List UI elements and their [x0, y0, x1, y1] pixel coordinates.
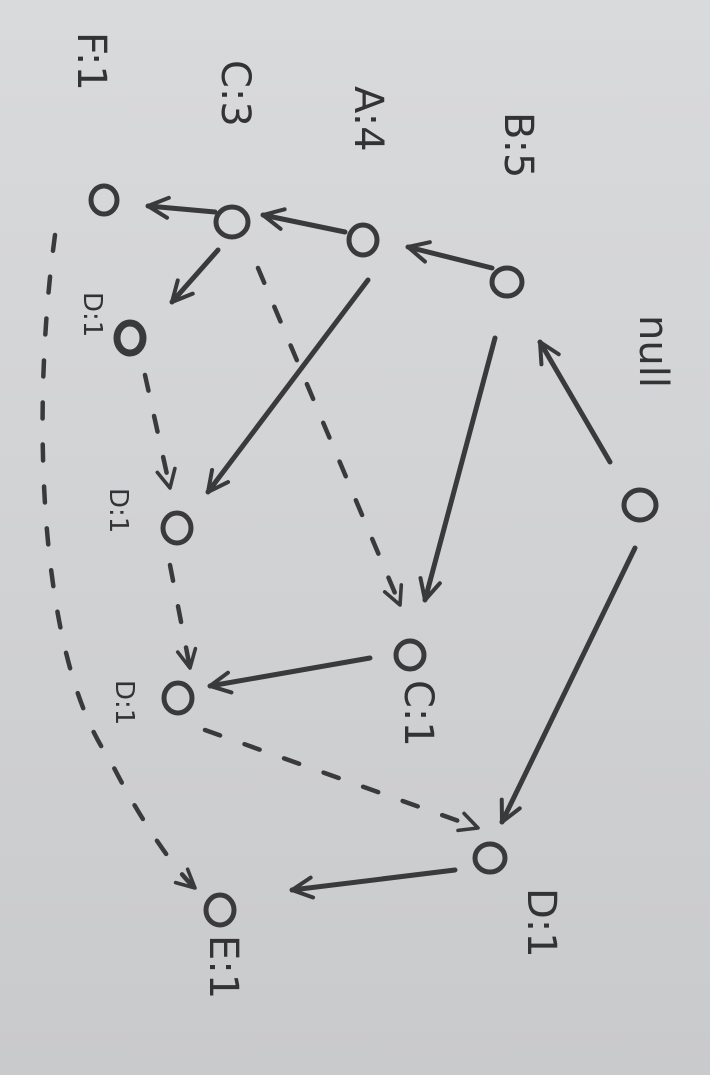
- link-d2-d3: [167, 562, 198, 671]
- label-d4: D:1: [518, 888, 564, 958]
- node-d2: [160, 510, 194, 546]
- label-root: null: [630, 315, 676, 388]
- label-c1: C:3: [212, 60, 258, 127]
- node-root: [621, 487, 659, 523]
- node-c2: [393, 638, 427, 672]
- edge-c2-d3: [207, 655, 373, 695]
- edge-root-d4: [499, 545, 638, 825]
- node-d3: [161, 680, 195, 716]
- edge-d4-e: [289, 867, 458, 900]
- label-f: F:1: [68, 32, 114, 91]
- label-e: E:1: [200, 935, 246, 999]
- edge-c1-f: [145, 195, 218, 220]
- node-d1: [113, 319, 147, 357]
- link-edges: [40, 232, 481, 891]
- edge-b-a: [405, 240, 495, 271]
- tree-edges: [145, 195, 638, 900]
- label-d2: D:1: [103, 488, 133, 533]
- tree-nodes: [88, 183, 659, 928]
- node-b: [489, 265, 525, 299]
- node-f: [88, 183, 120, 217]
- link-c1-c2: [255, 265, 404, 608]
- label-d1: D:1: [77, 292, 107, 337]
- link-d1-d2: [142, 372, 177, 491]
- edge-c1-d1: [169, 247, 221, 305]
- node-c1: [213, 204, 251, 240]
- node-labels: null B:5 A:4 C:3 F:1 D:1 D:1 D:1 C:1 D:1…: [68, 32, 676, 999]
- label-d3: D:1: [109, 680, 139, 725]
- node-d4: [472, 841, 508, 875]
- link-d3-d4: [202, 727, 481, 833]
- label-b: B:5: [495, 112, 541, 178]
- edge-b-c2: [418, 335, 498, 603]
- label-c2: C:1: [395, 680, 441, 747]
- label-a: A:4: [345, 86, 391, 152]
- edge-a-c1: [260, 207, 348, 235]
- node-a: [346, 222, 380, 258]
- node-e: [203, 892, 237, 928]
- link-f-e: [40, 232, 198, 891]
- edge-root-b: [537, 339, 613, 465]
- edge-a-d2: [205, 277, 371, 495]
